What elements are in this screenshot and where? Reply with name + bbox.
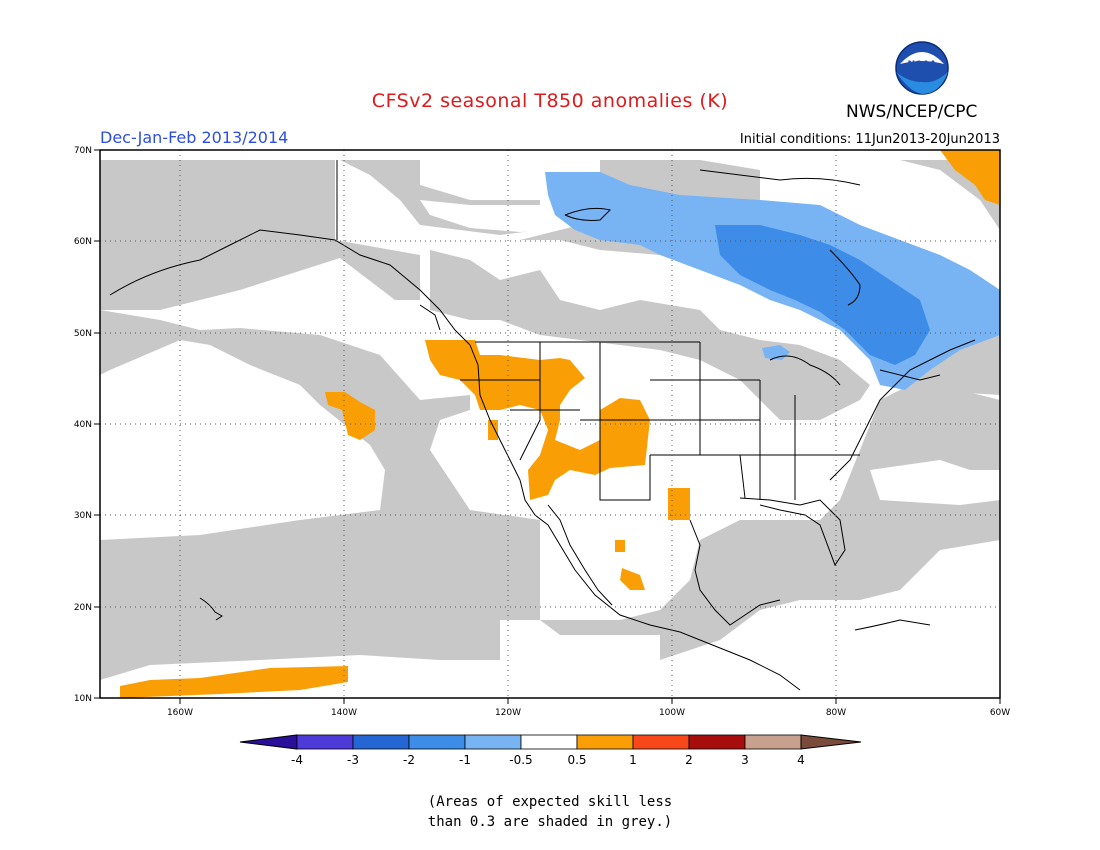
- lat-label: 60N: [74, 237, 92, 247]
- colorbar-label: -4: [291, 753, 303, 767]
- colorbar-label: -3: [347, 753, 359, 767]
- lat-label: 70N: [74, 146, 92, 156]
- lon-label: 120W: [495, 708, 521, 718]
- lat-label: 40N: [74, 420, 92, 430]
- initial-conditions-label: Initial conditions: 11Jun2013-20Jun2013: [739, 132, 1000, 147]
- land-outlines: [109, 160, 976, 691]
- lat-label: 50N: [74, 329, 92, 339]
- colorbar-arrow-right: [800, 734, 862, 750]
- lat-label: 30N: [74, 511, 92, 521]
- colorbar-swatch: [408, 734, 466, 750]
- footnote-line-1: (Areas of expected skill less: [427, 794, 673, 810]
- chart-title: CFSv2 seasonal T850 anomalies (K): [371, 90, 729, 112]
- colorbar-swatch: [520, 734, 578, 750]
- colorbar-label: 1: [629, 753, 637, 767]
- non-significant-white-regions: [100, 200, 1000, 540]
- colorbar-swatch: [744, 734, 802, 750]
- colorbar: -4 -3 -2 -1 -0.5 0.5 1 2 3 4: [239, 734, 862, 767]
- negative-anomaly-regions: [545, 172, 1000, 390]
- colorbar-label: 2: [685, 753, 693, 767]
- longitude-labels: 160W 140W 120W 100W 80W 60W: [167, 708, 1010, 718]
- graticule: [100, 150, 1000, 698]
- noaa-logo-text: NOAA: [908, 60, 937, 70]
- lon-label: 160W: [167, 708, 193, 718]
- lat-label: 20N: [74, 603, 92, 613]
- lat-label: 10N: [74, 694, 92, 704]
- colorbar-label: -2: [403, 753, 415, 767]
- colorbar-label: -1: [459, 753, 471, 767]
- colorbar-swatch: [576, 734, 634, 750]
- colorbar-swatch: [632, 734, 690, 750]
- season-label: Dec-Jan-Feb 2013/2014: [100, 128, 289, 147]
- lon-label: 60W: [990, 708, 1010, 718]
- colorbar-swatch: [688, 734, 746, 750]
- colorbar-swatch: [296, 734, 354, 750]
- footnote-line-2: than 0.3 are shaded in grey.): [427, 814, 673, 830]
- footnote: (Areas of expected skill less than 0.3 a…: [0, 792, 1100, 832]
- lon-label: 80W: [826, 708, 846, 718]
- colorbar-label: 4: [797, 753, 805, 767]
- colorbar-label: 3: [741, 753, 749, 767]
- colorbar-swatch: [352, 734, 410, 750]
- lon-label: 140W: [331, 708, 357, 718]
- latitude-labels: 70N 60N 50N 40N 30N 20N 10N: [74, 146, 92, 704]
- colorbar-arrow-left: [239, 734, 298, 750]
- org-label: NWS/NCEP/CPC: [846, 102, 978, 122]
- colorbar-swatch: [464, 734, 522, 750]
- noaa-logo: NOAA: [895, 41, 949, 95]
- colorbar-label: 0.5: [567, 753, 586, 767]
- lon-label: 100W: [659, 708, 685, 718]
- colorbar-label: -0.5: [509, 753, 532, 767]
